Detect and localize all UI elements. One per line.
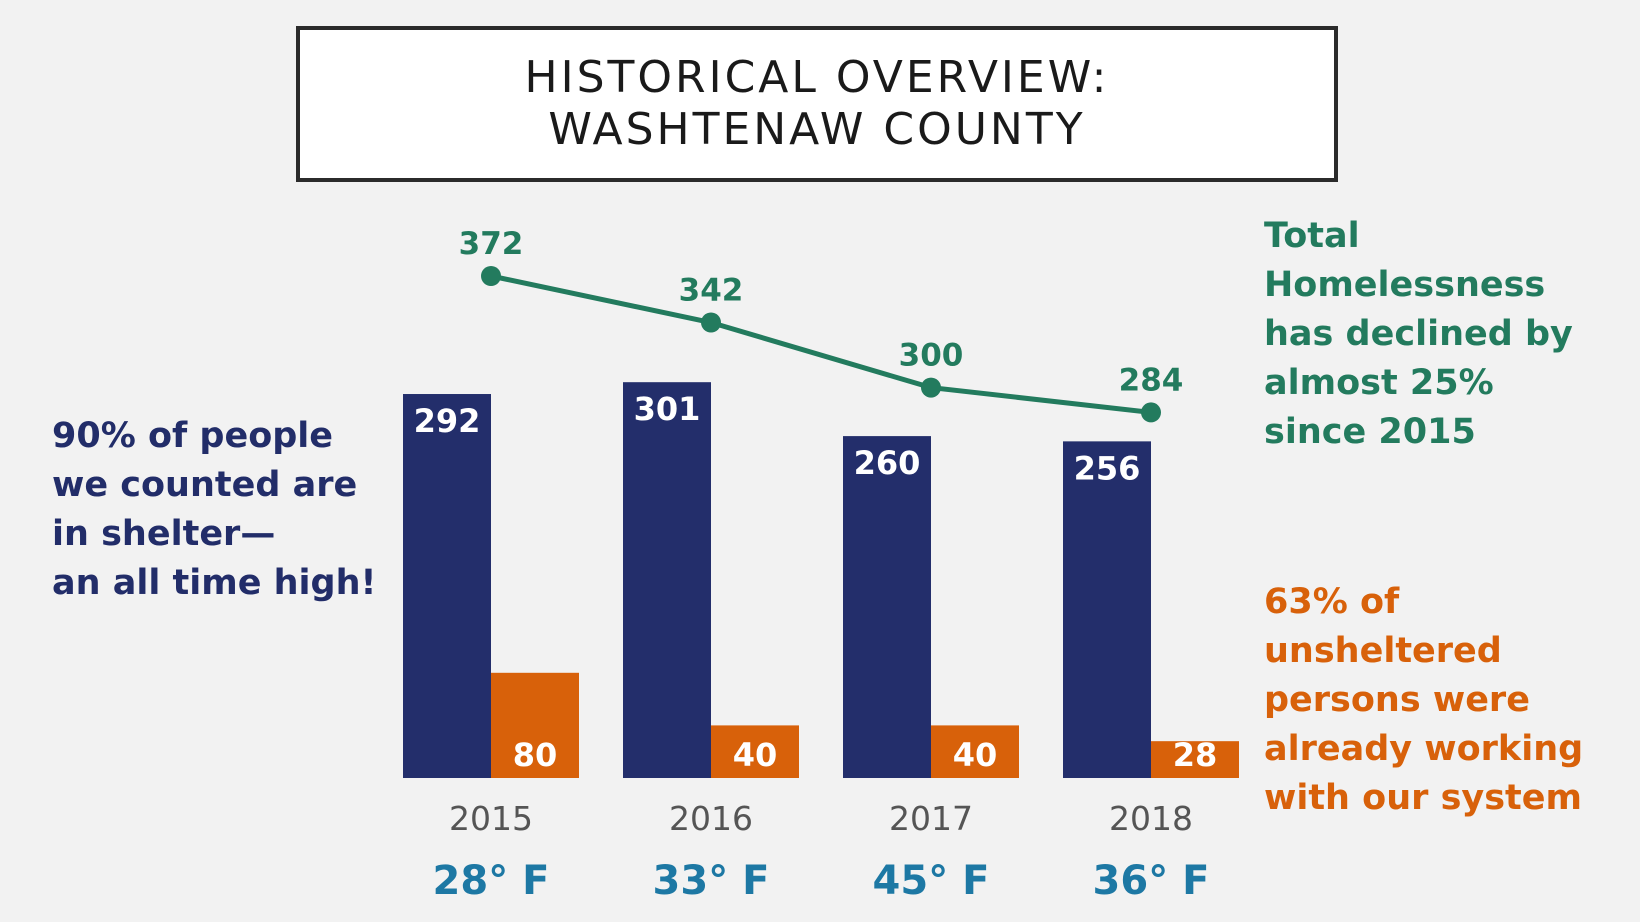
temperature-label-2017: 45° F — [873, 858, 990, 904]
bar-sheltered-2018 — [1063, 441, 1151, 778]
bar-label-sheltered-2015: 292 — [414, 402, 481, 440]
point-label-total-2016: 342 — [679, 273, 744, 309]
temperature-label-2018: 36° F — [1093, 858, 1210, 904]
note-line: already working — [1264, 729, 1584, 769]
note-line: Total — [1264, 216, 1360, 256]
bar-label-unsheltered-2015: 80 — [513, 736, 558, 774]
line-group — [481, 266, 1161, 423]
bars-group — [403, 382, 1239, 778]
bar-label-sheltered-2016: 301 — [634, 390, 701, 428]
note-line: 90% of people — [52, 416, 334, 456]
bar-sheltered-2017 — [843, 436, 931, 778]
point-label-total-2017: 300 — [899, 338, 964, 374]
bar-sheltered-2016 — [623, 382, 711, 778]
bar-unsheltered-2018 — [1151, 741, 1239, 778]
bar-label-sheltered-2018: 256 — [1074, 449, 1141, 487]
note-line: has declined by — [1264, 314, 1573, 354]
bar-label-unsheltered-2016: 40 — [733, 736, 778, 774]
point-label-total-2015: 372 — [459, 226, 524, 262]
note-line: persons were — [1264, 680, 1530, 720]
note-line: Homelessness — [1264, 265, 1546, 305]
title-line-2: WASHTENAW COUNTY — [548, 104, 1086, 155]
note-line: unsheltered — [1264, 631, 1502, 671]
x-tick-label-2016: 2016 — [669, 799, 753, 838]
note-line: with our system — [1264, 778, 1582, 818]
bar-unsheltered-2016 — [711, 725, 799, 778]
note-line: we counted are — [52, 465, 358, 505]
line-total-homelessness — [490, 273, 1152, 415]
note-line: an all time high! — [52, 563, 377, 603]
point-total-2017 — [921, 377, 941, 398]
x-tick-label-2015: 2015 — [449, 799, 533, 838]
note-line: in shelter— — [52, 514, 276, 554]
point-total-2016 — [701, 312, 721, 333]
x-tick-label-2018: 2018 — [1109, 799, 1193, 838]
note-line: since 2015 — [1264, 412, 1476, 452]
note-total: Total Homelessness has declined by almos… — [1264, 212, 1573, 457]
title-line-1: HISTORICAL OVERVIEW: — [524, 52, 1110, 103]
labels-group: 292 80 2015 28° F 301 40 2016 33° F 260 40 2017 45°… — [414, 226, 1218, 904]
title-box: HISTORICAL OVERVIEW: WASHTENAW COUNTY — [296, 26, 1338, 182]
x-tick-label-2017: 2017 — [889, 799, 973, 838]
bar-unsheltered-2015 — [491, 672, 579, 778]
bar-label-sheltered-2017: 260 — [854, 444, 921, 482]
note-unsheltered: 63% of unsheltered persons were already … — [1264, 578, 1583, 823]
temperature-label-2016: 33° F — [653, 858, 770, 904]
bar-unsheltered-2017 — [931, 725, 1019, 778]
temperature-label-2015: 28° F — [433, 858, 550, 904]
bar-label-unsheltered-2018: 28 — [1173, 736, 1218, 774]
point-total-2015 — [481, 266, 501, 286]
note-sheltered: 90% of people we counted are in shelter—… — [52, 412, 377, 608]
note-line: almost 25% — [1264, 363, 1494, 403]
bar-sheltered-2015 — [403, 394, 491, 778]
point-label-total-2018: 284 — [1119, 362, 1184, 398]
point-total-2018 — [1141, 402, 1161, 423]
bar-label-unsheltered-2017: 40 — [953, 736, 998, 774]
note-line: 63% of — [1264, 582, 1400, 622]
